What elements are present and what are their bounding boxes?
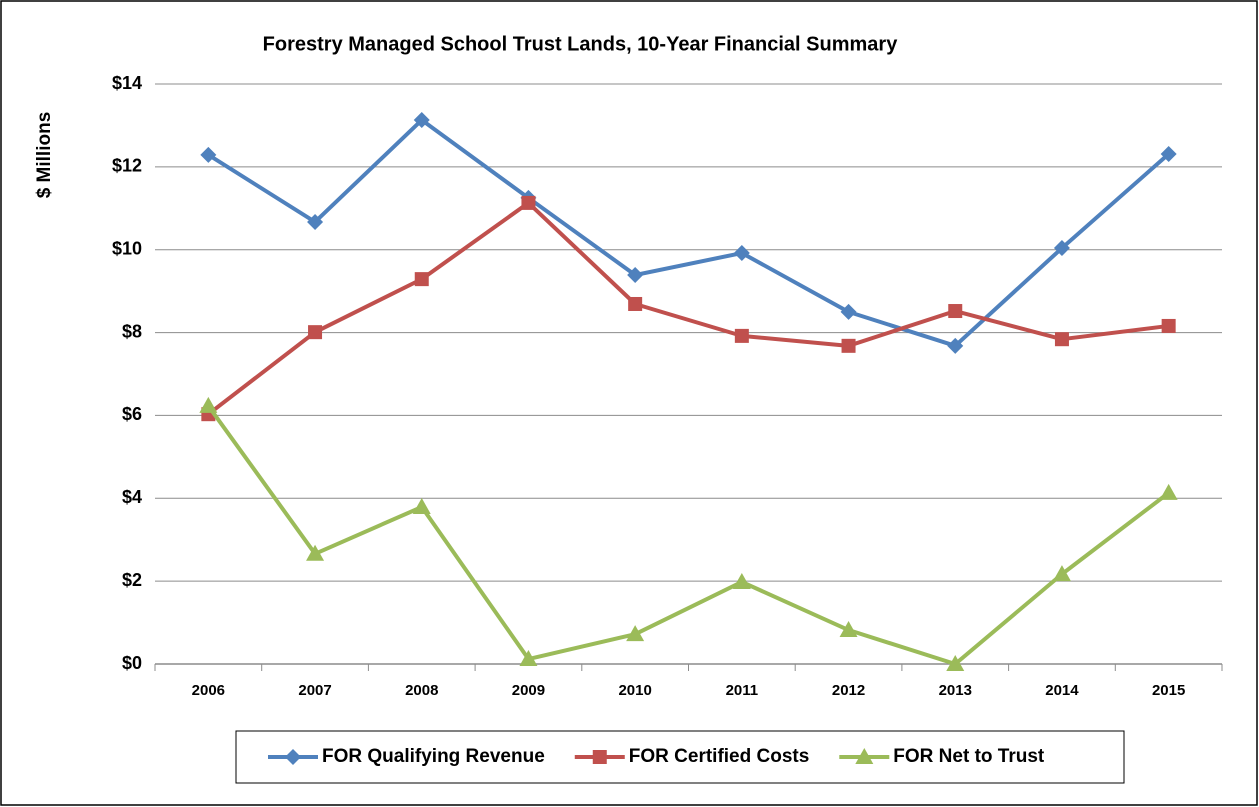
series-line — [207, 118, 1170, 348]
marker — [855, 748, 874, 764]
marker — [414, 272, 429, 287]
x-tick-label: 2007 — [298, 682, 331, 699]
x-tick-label: 2014 — [1045, 682, 1079, 699]
marker — [1159, 483, 1178, 500]
marker — [521, 195, 536, 210]
legend-label: FOR Certified Costs — [629, 746, 810, 767]
y-tick-label: $2 — [122, 570, 142, 590]
marker — [199, 396, 218, 413]
marker — [946, 655, 965, 671]
series-line — [206, 404, 1170, 666]
y-tick-label: $12 — [112, 156, 142, 176]
marker — [627, 266, 644, 283]
chart-title: Forestry Managed School Trust Lands, 10-… — [263, 33, 899, 55]
x-tick-label: 2008 — [405, 682, 438, 699]
marker — [285, 749, 301, 765]
y-tick-label: $8 — [122, 321, 142, 341]
x-tick-label: 2015 — [1152, 682, 1185, 699]
marker — [839, 621, 858, 638]
marker — [308, 325, 323, 340]
y-tick-label: $4 — [122, 487, 142, 507]
marker — [626, 625, 645, 642]
marker — [592, 750, 607, 764]
marker — [200, 146, 217, 163]
marker — [413, 112, 430, 129]
marker — [947, 337, 964, 354]
marker — [1053, 240, 1070, 257]
x-tick-label: 2006 — [192, 682, 225, 699]
marker — [307, 213, 324, 230]
x-tick-label: 2010 — [618, 682, 651, 699]
legend-box — [235, 730, 1125, 784]
legend-item: FOR Certified Costs — [574, 746, 810, 767]
legend-label: FOR Net to Trust — [893, 746, 1045, 767]
x-tick-label: 2013 — [939, 682, 972, 699]
x-tick-label: 2009 — [512, 682, 545, 699]
marker — [306, 544, 325, 561]
series-line — [207, 200, 1169, 416]
y-tick-label: $6 — [122, 404, 142, 424]
marker — [519, 650, 538, 667]
y-tick-label: $10 — [112, 238, 142, 258]
marker — [733, 245, 750, 262]
legend-item: FOR Net to Trust — [839, 746, 1045, 767]
x-tick-label: 2012 — [832, 682, 865, 699]
marker — [734, 328, 749, 343]
marker — [841, 338, 856, 353]
marker — [412, 497, 431, 514]
y-axis-label: $ Millions — [34, 112, 55, 199]
marker — [840, 303, 857, 320]
marker — [628, 296, 643, 311]
marker — [1160, 146, 1177, 163]
legend-item: FOR Qualifying Revenue — [268, 746, 545, 767]
marker — [1161, 318, 1176, 333]
marker — [1052, 565, 1071, 582]
marker — [1054, 332, 1069, 347]
y-tick-label: $14 — [112, 73, 142, 93]
y-tick-label: $0 — [122, 653, 142, 673]
marker — [732, 572, 751, 589]
legend-label: FOR Qualifying Revenue — [322, 746, 545, 767]
x-tick-label: 2011 — [726, 682, 759, 699]
legend: FOR Qualifying Revenue FOR Certified Cost… — [235, 730, 1125, 784]
marker — [948, 304, 963, 319]
